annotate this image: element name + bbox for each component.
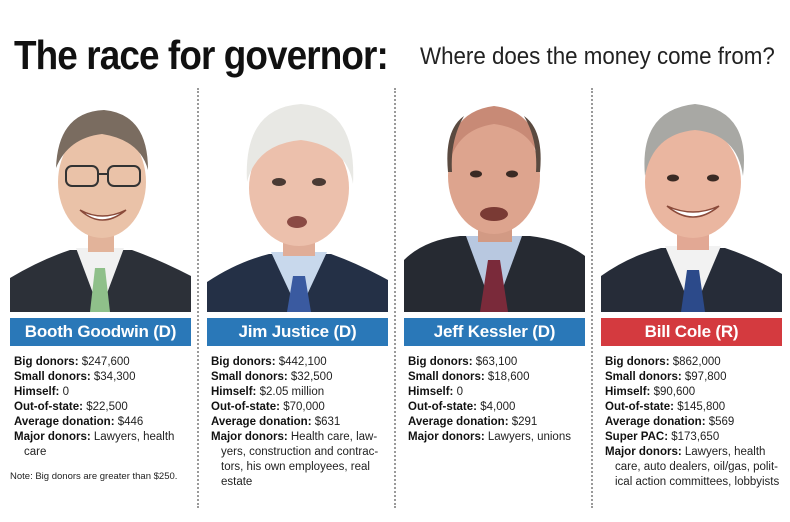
candidate-stats: Big donors: $442,100 Small donors: $32,5… [207, 355, 388, 490]
small-donors-value: $97,800 [684, 371, 727, 383]
big-donors-value: $862,000 [672, 356, 721, 368]
super-pac-value: $173,650 [671, 431, 720, 443]
candidate-name: Jim Justice (D) [207, 318, 388, 346]
candidate-name: Booth Goodwin (D) [10, 318, 191, 346]
candidate-photo-kessler [404, 90, 585, 312]
major-donors-value: Lawyers, health [684, 446, 766, 458]
candidate-photo-cole [601, 90, 782, 312]
major-donors-value: Lawyers, unions [487, 431, 571, 443]
average-donation-value: $569 [708, 416, 735, 428]
candidate-column-kessler: Jeff Kessler (D) Big donors: $63,100 Sma… [404, 90, 585, 445]
candidate-photo-justice [207, 90, 388, 312]
major-donors-value-cont: ical action committees, lobbyists [615, 476, 780, 488]
headline-subtitle: Where does the money come from? [420, 43, 775, 70]
column-divider [394, 88, 396, 508]
candidate-name: Jeff Kessler (D) [404, 318, 585, 346]
small-donors-value: $18,600 [487, 371, 530, 383]
out-of-state-value: $22,500 [86, 401, 128, 413]
himself-value: 0 [62, 386, 69, 398]
himself-value: 0 [456, 386, 463, 398]
candidate-column-justice: Jim Justice (D) Big donors: $442,100 Sma… [207, 90, 388, 490]
headline: The race for governor: Where does the mo… [14, 32, 775, 82]
candidate-stats: Big donors: $247,600 Small donors: $34,3… [10, 355, 191, 460]
out-of-state-value: $4,000 [480, 401, 516, 413]
headline-main: The race for governor: [14, 32, 389, 78]
big-donors-value: $247,600 [81, 356, 130, 368]
candidate-column-cole: Bill Cole (R) Big donors: $862,000 Small… [601, 90, 782, 490]
column-divider [591, 88, 593, 508]
major-donors-value: Health care, law- [290, 431, 378, 443]
candidate-stats: Big donors: $862,000 Small donors: $97,8… [601, 355, 782, 490]
footnote: Note: Big donors are greater than $250. [10, 471, 178, 482]
small-donors-value: $32,500 [290, 371, 333, 383]
major-donors-value-cont: care, auto dealers, oil/gas, polit- [615, 461, 779, 473]
major-donors-value-cont: care [24, 446, 47, 458]
big-donors-value: $442,100 [278, 356, 327, 368]
big-donors-value: $63,100 [475, 356, 518, 368]
major-donors-value: Lawyers, health [93, 431, 175, 443]
major-donors-value-cont: tors, his own employees, real [221, 461, 370, 473]
candidate-name: Bill Cole (R) [601, 318, 782, 346]
himself-value: $2.05 million [259, 386, 325, 398]
candidate-photo-goodwin [10, 90, 191, 312]
himself-value: $90,600 [653, 386, 696, 398]
small-donors-value: $34,300 [93, 371, 136, 383]
candidate-stats: Big donors: $63,100 Small donors: $18,60… [408, 356, 571, 443]
candidate-column-goodwin: Booth Goodwin (D) Big donors: $247,600 S… [10, 90, 191, 460]
average-donation-value: $291 [511, 416, 538, 428]
average-donation-value: $446 [117, 416, 144, 428]
out-of-state-value: $70,000 [283, 401, 325, 413]
column-divider [197, 88, 199, 508]
average-donation-value: $631 [314, 416, 341, 428]
major-donors-value-cont: yers, construction and contrac- [221, 446, 379, 458]
major-donors-value-cont: estate [221, 476, 253, 488]
out-of-state-value: $145,800 [677, 401, 726, 413]
